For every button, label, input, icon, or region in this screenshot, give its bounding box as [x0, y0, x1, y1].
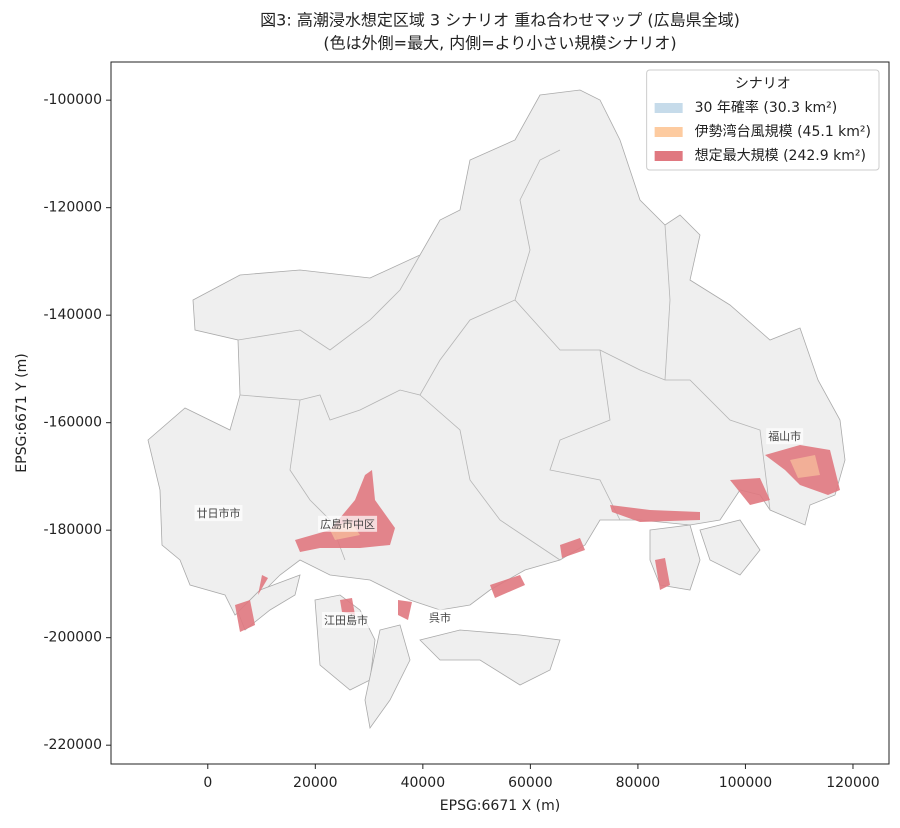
- flood-area: [610, 505, 700, 522]
- legend-box: [646, 69, 880, 171]
- legend-swatch: [654, 103, 683, 113]
- legend-title: シナリオ: [735, 76, 791, 92]
- legend-swatch: [654, 127, 683, 137]
- flood-area: [655, 558, 670, 590]
- label-bg: [427, 609, 454, 626]
- flood-area: [790, 455, 820, 478]
- x-tick-label: 0: [203, 775, 212, 791]
- boundary: [664, 224, 671, 381]
- legend-label: 想定最大規模 (242.9 km²): [695, 148, 866, 164]
- flood-area: [258, 575, 268, 595]
- flood-area: [398, 600, 412, 620]
- x-tick-label: 40000: [401, 775, 446, 791]
- x-tick-label: 60000: [508, 775, 553, 791]
- y-tick-label: -140000: [44, 307, 103, 323]
- city-label: 広島市中区: [320, 517, 375, 531]
- x-tick-label: 120000: [826, 775, 879, 791]
- label-bg: [318, 515, 378, 532]
- flood-area: [730, 478, 770, 505]
- legend-label: 伊勢湾台風規模 (45.1 km²): [695, 123, 871, 140]
- x-axis-label: EPSG:6671 X (m): [440, 798, 560, 814]
- x-tick-label: 20000: [293, 775, 338, 791]
- map-land: [147, 89, 846, 730]
- legend-swatch: [654, 151, 683, 161]
- island: [419, 629, 561, 686]
- label-bg: [194, 505, 243, 522]
- city-label: 廿日市市: [197, 506, 241, 520]
- y-tick-label: -160000: [44, 415, 103, 431]
- flood-area: [235, 600, 255, 632]
- y-tick-label: -200000: [44, 630, 103, 646]
- y-axis-label: EPSG:6671 Y (m): [14, 353, 30, 472]
- flood-area: [340, 598, 355, 615]
- prefecture: [147, 89, 846, 616]
- plot-frame: [110, 61, 890, 765]
- chart-subtitle: (色は外側=最大, 内側=より小さい規模シナリオ): [323, 34, 676, 53]
- label-bg: [321, 612, 370, 629]
- city-label: 江田島市: [324, 613, 368, 627]
- boundary: [419, 394, 561, 561]
- boundary: [239, 149, 561, 421]
- y-tick-label: -120000: [44, 200, 103, 216]
- legend: シナリオ 30 年確率 (30.3 km²) 伊勢湾台風規模 (45.1 km²) 想…: [646, 69, 880, 171]
- island: [364, 624, 411, 730]
- chart-title: 図3: 高潮浸水想定区域 3 シナリオ 重ね合わせマップ (広島県全域): [260, 11, 740, 30]
- flood-area: [490, 575, 525, 598]
- axes: [106, 61, 890, 769]
- island: [699, 519, 761, 576]
- city-label: 呉市: [429, 610, 451, 624]
- y-tick-label: -180000: [44, 522, 103, 538]
- island: [649, 524, 701, 591]
- y-tick-label: -100000: [44, 92, 103, 108]
- boundary: [237, 254, 421, 351]
- y-tick-label: -220000: [44, 737, 103, 753]
- city-label: 福山市: [768, 429, 801, 443]
- label-bg: [766, 428, 804, 445]
- flood-area: [560, 538, 585, 558]
- legend-label: 30 年確率 (30.3 km²): [695, 99, 838, 116]
- x-tick-label: 100000: [719, 775, 772, 791]
- x-tick-label: 80000: [616, 775, 661, 791]
- boundary: [549, 349, 621, 521]
